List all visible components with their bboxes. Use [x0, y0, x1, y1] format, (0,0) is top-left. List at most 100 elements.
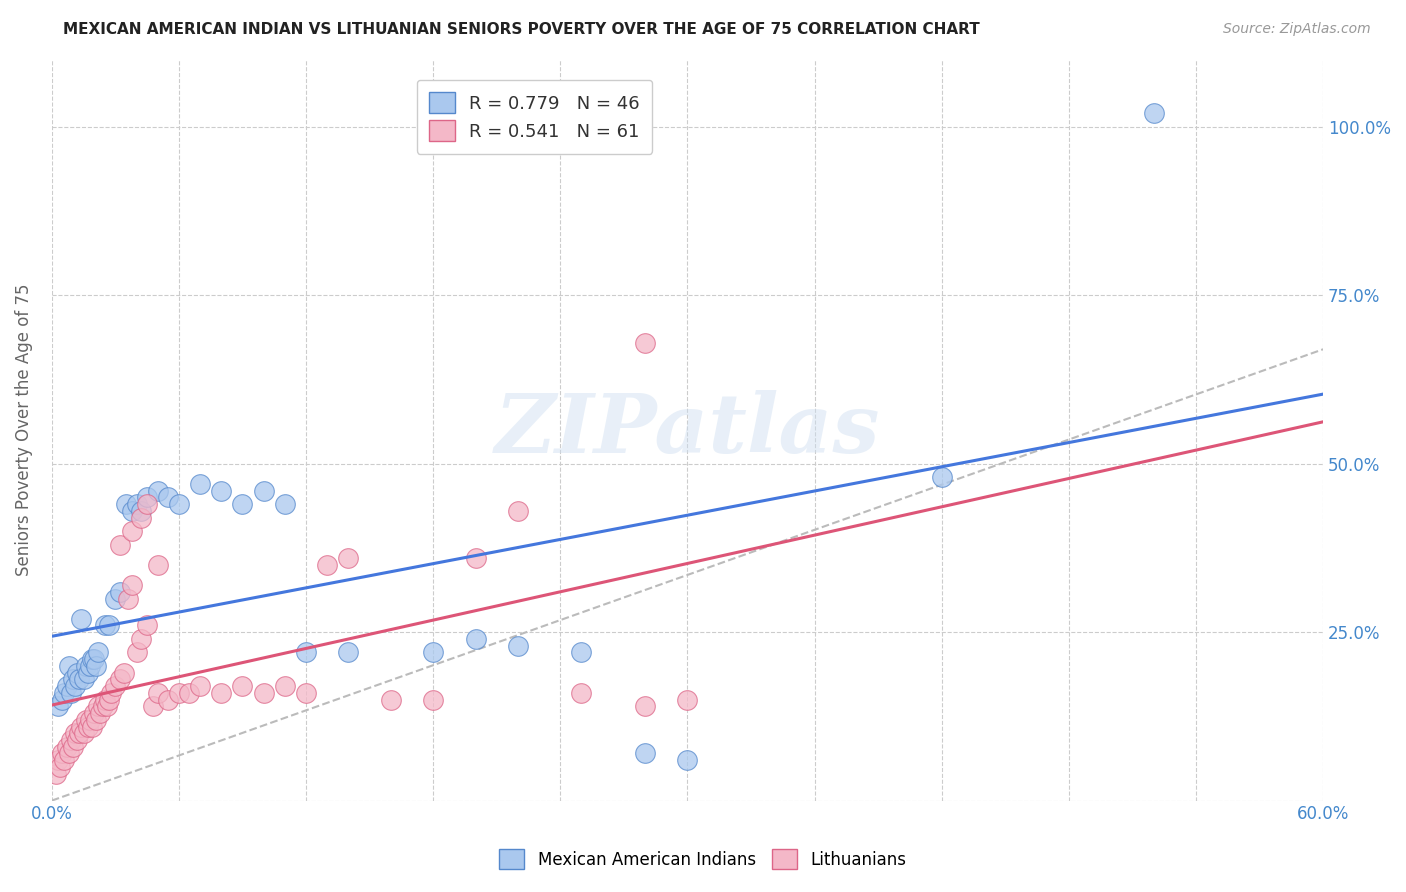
Point — [142, 699, 165, 714]
Point — [53, 686, 76, 700]
Point — [79, 713, 101, 727]
Point — [179, 686, 201, 700]
Point — [66, 665, 89, 680]
Point — [337, 551, 360, 566]
Point — [422, 645, 444, 659]
Point — [58, 659, 80, 673]
Point — [104, 679, 127, 693]
Point — [146, 483, 169, 498]
Point — [146, 686, 169, 700]
Text: ZIPatlas: ZIPatlas — [495, 390, 880, 470]
Point — [83, 652, 105, 666]
Text: MEXICAN AMERICAN INDIAN VS LITHUANIAN SENIORS POVERTY OVER THE AGE OF 75 CORRELA: MEXICAN AMERICAN INDIAN VS LITHUANIAN SE… — [63, 22, 980, 37]
Point — [96, 699, 118, 714]
Point — [121, 578, 143, 592]
Point — [337, 645, 360, 659]
Point — [51, 692, 73, 706]
Point — [76, 719, 98, 733]
Point — [571, 645, 593, 659]
Point — [274, 679, 297, 693]
Point — [676, 753, 699, 767]
Point — [167, 497, 190, 511]
Point — [146, 558, 169, 572]
Point — [209, 483, 232, 498]
Point — [121, 504, 143, 518]
Point — [634, 699, 657, 714]
Point — [79, 659, 101, 673]
Point — [49, 760, 72, 774]
Point — [46, 753, 69, 767]
Point — [676, 692, 699, 706]
Point — [46, 699, 69, 714]
Point — [97, 618, 120, 632]
Point — [72, 726, 94, 740]
Point — [157, 491, 180, 505]
Point — [464, 551, 486, 566]
Point — [464, 632, 486, 646]
Point — [108, 584, 131, 599]
Point — [55, 679, 77, 693]
Point — [136, 491, 159, 505]
Point — [97, 692, 120, 706]
Point — [295, 686, 318, 700]
Point — [67, 726, 90, 740]
Point — [115, 497, 138, 511]
Point — [108, 673, 131, 687]
Point — [1142, 106, 1164, 120]
Point — [125, 645, 148, 659]
Point — [45, 766, 67, 780]
Point — [295, 645, 318, 659]
Point — [67, 673, 90, 687]
Point — [167, 686, 190, 700]
Point — [63, 679, 86, 693]
Point — [63, 726, 86, 740]
Legend: R = 0.779   N = 46, R = 0.541   N = 61: R = 0.779 N = 46, R = 0.541 N = 61 — [416, 79, 652, 154]
Point — [112, 665, 135, 680]
Point — [84, 659, 107, 673]
Point — [506, 639, 529, 653]
Point — [125, 497, 148, 511]
Point — [55, 739, 77, 754]
Point — [87, 699, 110, 714]
Point — [76, 665, 98, 680]
Point — [59, 686, 82, 700]
Point — [93, 618, 115, 632]
Point — [87, 645, 110, 659]
Point — [66, 733, 89, 747]
Point — [58, 747, 80, 761]
Point — [231, 679, 253, 693]
Point — [62, 673, 84, 687]
Point — [75, 659, 97, 673]
Point — [634, 335, 657, 350]
Point — [188, 477, 211, 491]
Point — [231, 497, 253, 511]
Legend: Mexican American Indians, Lithuanians: Mexican American Indians, Lithuanians — [489, 838, 917, 880]
Point — [931, 470, 953, 484]
Point — [108, 538, 131, 552]
Text: Source: ZipAtlas.com: Source: ZipAtlas.com — [1223, 22, 1371, 37]
Point — [380, 692, 402, 706]
Point — [89, 706, 111, 720]
Point — [188, 679, 211, 693]
Point — [83, 706, 105, 720]
Point — [84, 713, 107, 727]
Point — [571, 686, 593, 700]
Point — [121, 524, 143, 538]
Point — [634, 747, 657, 761]
Point — [70, 719, 93, 733]
Point — [129, 632, 152, 646]
Point — [129, 510, 152, 524]
Point — [136, 497, 159, 511]
Point — [117, 591, 139, 606]
Point — [157, 692, 180, 706]
Point — [59, 733, 82, 747]
Point — [53, 753, 76, 767]
Point — [253, 686, 276, 700]
Point — [51, 747, 73, 761]
Y-axis label: Seniors Poverty Over the Age of 75: Seniors Poverty Over the Age of 75 — [15, 284, 32, 576]
Point — [80, 652, 103, 666]
Point — [209, 686, 232, 700]
Point — [316, 558, 339, 572]
Point — [129, 504, 152, 518]
Point — [62, 739, 84, 754]
